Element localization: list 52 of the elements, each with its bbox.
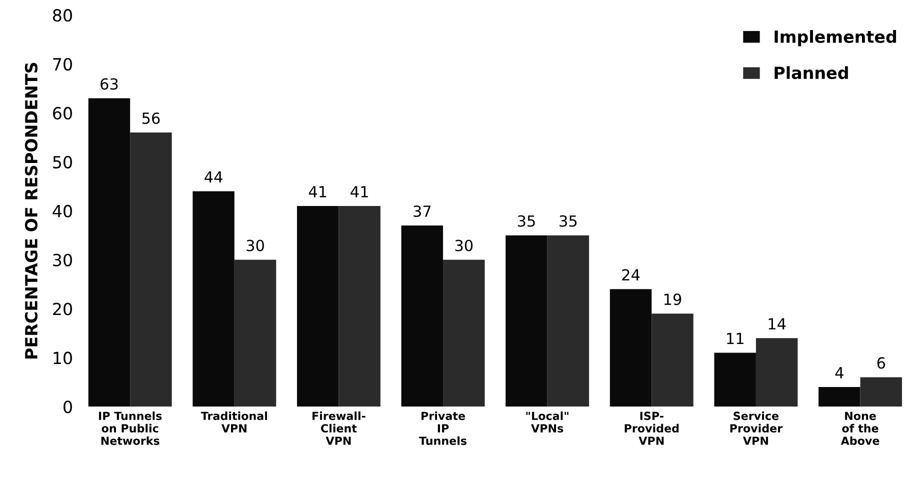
bar xyxy=(652,314,694,407)
x-tick-label: IP Tunnels on Public Networks xyxy=(99,411,162,445)
bar xyxy=(714,352,756,407)
bar xyxy=(610,289,652,407)
data-label: 63 xyxy=(100,78,118,90)
x-tick-label: ISP- Provided VPN xyxy=(624,412,679,445)
data-label: 35 xyxy=(560,215,577,227)
x-tick-label: None of the Above xyxy=(840,412,880,445)
y-tick-label: 70 xyxy=(53,58,72,71)
data-label: 44 xyxy=(204,171,222,183)
legend-label: Implemented xyxy=(774,30,896,46)
bar xyxy=(756,338,798,407)
bar xyxy=(88,98,130,407)
y-tick-label: 60 xyxy=(53,106,72,120)
data-label: 37 xyxy=(414,205,431,218)
bar xyxy=(234,260,276,407)
x-tick-label: Traditional VPN xyxy=(200,411,268,432)
bar xyxy=(130,132,172,407)
y-tick-label: 10 xyxy=(54,352,72,364)
x-tick-label: Private IP Tunnels xyxy=(419,411,467,445)
data-label: 6 xyxy=(877,357,886,369)
data-label: 30 xyxy=(246,240,264,252)
bar xyxy=(296,206,339,407)
bar xyxy=(338,206,380,407)
data-label: 19 xyxy=(664,294,682,306)
legend-label: Planned xyxy=(774,66,848,80)
data-label: 41 xyxy=(308,186,326,198)
bar xyxy=(860,377,902,407)
data-label: 35 xyxy=(518,215,535,227)
x-tick-label: Firewall- Client VPN xyxy=(312,411,366,445)
data-label: 41 xyxy=(350,186,368,198)
bar xyxy=(443,260,485,407)
data-label: 4 xyxy=(835,367,844,378)
data-label: 11 xyxy=(727,332,744,344)
y-tick-label: 80 xyxy=(53,9,72,22)
data-label: 24 xyxy=(622,269,640,280)
data-label: 56 xyxy=(142,112,160,124)
y-tick-label: 30 xyxy=(53,254,72,266)
y-tick-label: 40 xyxy=(52,204,72,218)
y-tick-label: 20 xyxy=(53,302,72,316)
bar xyxy=(401,226,444,407)
y-tick-label: 50 xyxy=(53,156,72,168)
y-tick-label: 0 xyxy=(64,400,72,414)
x-tick-label: "Local" VPNs xyxy=(526,411,568,433)
bar xyxy=(818,387,860,407)
bar xyxy=(506,235,548,407)
bar xyxy=(547,235,590,407)
bar xyxy=(192,191,234,407)
x-tick-label: Service Provider VPN xyxy=(730,411,783,445)
y-axis-title: PERCENTAGE OF RESPONDENTS xyxy=(24,62,38,358)
data-label: 14 xyxy=(768,318,786,330)
data-label: 30 xyxy=(455,240,473,252)
